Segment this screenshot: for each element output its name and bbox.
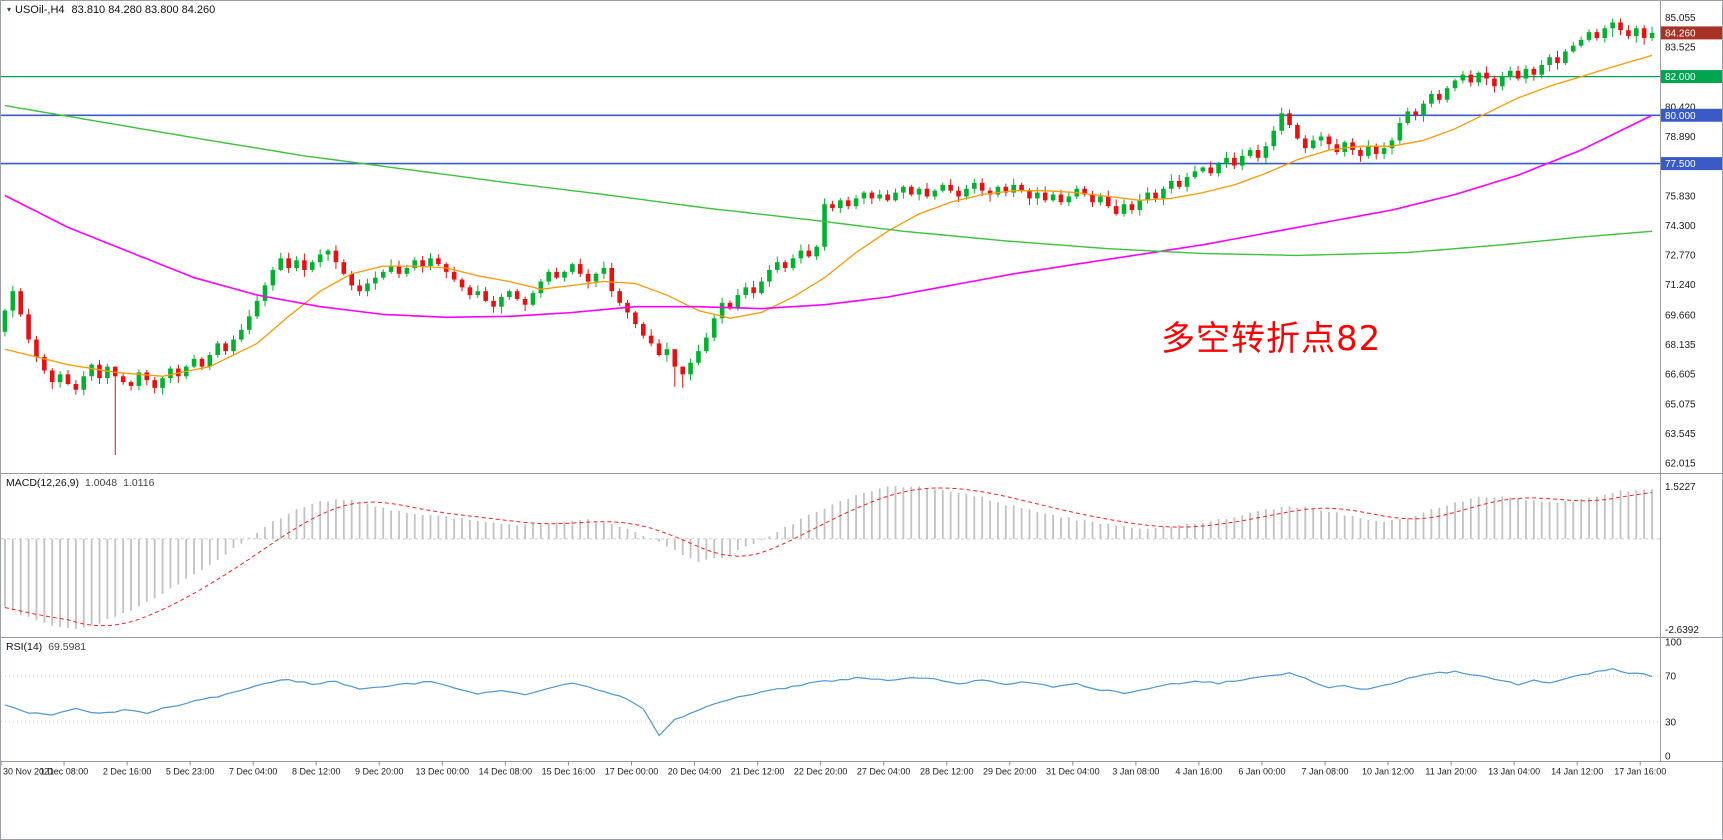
svg-text:1 Dec 08:00: 1 Dec 08:00 <box>40 767 89 777</box>
svg-text:13 Dec 00:00: 13 Dec 00:00 <box>416 767 470 777</box>
macd-signal-value: 1.0116 <box>123 477 155 489</box>
chart-annotation-text: 多空转折点82 <box>1161 319 1382 359</box>
svg-text:10 Jan 12:00: 10 Jan 12:00 <box>1362 767 1414 777</box>
svg-text:8 Dec 12:00: 8 Dec 12:00 <box>292 767 341 777</box>
svg-text:20 Dec 04:00: 20 Dec 04:00 <box>668 767 722 777</box>
svg-text:-2.6392: -2.6392 <box>1665 625 1699 636</box>
svg-text:68.135: 68.135 <box>1665 340 1696 351</box>
svg-text:85.055: 85.055 <box>1665 13 1696 24</box>
macd-panel <box>1 486 1660 629</box>
svg-text:13 Jan 04:00: 13 Jan 04:00 <box>1488 767 1540 777</box>
svg-text:0: 0 <box>1665 752 1671 763</box>
chart-title: ▾ USOil-,H4 83.810 84.280 83.800 84.260 <box>7 4 215 16</box>
ma-line-1 <box>4 114 1653 319</box>
svg-text:3 Jan 08:00: 3 Jan 08:00 <box>1112 767 1159 777</box>
svg-text:9 Dec 20:00: 9 Dec 20:00 <box>355 767 404 777</box>
svg-text:69.660: 69.660 <box>1665 311 1696 322</box>
svg-text:77.500: 77.500 <box>1665 159 1696 170</box>
svg-text:11 Jan 20:00: 11 Jan 20:00 <box>1425 767 1476 777</box>
svg-text:75.830: 75.830 <box>1665 191 1696 202</box>
symbol-period-label: USOil-,H4 <box>15 4 65 16</box>
price-axis[interactable]: 85.055 83.525 80.420 78.890 75.830 74.300 72.7… <box>1665 13 1699 762</box>
svg-text:7 Dec 04:00: 7 Dec 04:00 <box>229 767 278 777</box>
macd-name: MACD(12,26,9) <box>6 477 79 489</box>
svg-text:71.240: 71.240 <box>1665 280 1696 291</box>
svg-text:17 Dec 00:00: 17 Dec 00:00 <box>605 767 659 777</box>
svg-text:7 Jan 08:00: 7 Jan 08:00 <box>1301 767 1348 777</box>
rsi-value: 69.5981 <box>48 641 87 653</box>
svg-text:21 Dec 12:00: 21 Dec 12:00 <box>731 767 785 777</box>
svg-text:22 Dec 20:00: 22 Dec 20:00 <box>794 767 848 777</box>
one-click-trading-toggle-icon[interactable]: ▾ <box>7 5 12 14</box>
svg-text:70: 70 <box>1665 672 1677 683</box>
svg-text:4 Jan 16:00: 4 Jan 16:00 <box>1175 767 1222 777</box>
svg-text:17 Jan 16:00: 17 Jan 16:00 <box>1614 767 1666 777</box>
macd-signal-line <box>4 487 1653 627</box>
svg-text:84.260: 84.260 <box>1665 28 1696 39</box>
svg-text:83.525: 83.525 <box>1665 43 1696 54</box>
horizontal-level-lines[interactable] <box>1 75 1660 165</box>
candlestick-series <box>2 18 1655 455</box>
svg-text:62.015: 62.015 <box>1665 458 1696 469</box>
svg-text:66.605: 66.605 <box>1665 370 1696 381</box>
svg-text:30: 30 <box>1665 717 1677 728</box>
svg-text:14 Jan 12:00: 14 Jan 12:00 <box>1551 767 1603 777</box>
svg-text:80.000: 80.000 <box>1665 111 1696 122</box>
svg-text:29 Dec 20:00: 29 Dec 20:00 <box>983 767 1037 777</box>
rsi-name: RSI(14) <box>6 641 43 653</box>
svg-text:31 Dec 04:00: 31 Dec 04:00 <box>1046 767 1100 777</box>
svg-text:14 Dec 08:00: 14 Dec 08:00 <box>479 767 533 777</box>
svg-text:80.420: 80.420 <box>1665 103 1696 114</box>
rsi-panel <box>1 667 1660 737</box>
ma-line-2 <box>4 104 1653 257</box>
price-badges: 84.260 82.000 80.000 77.500 <box>1661 26 1722 171</box>
svg-text:63.545: 63.545 <box>1665 429 1696 440</box>
ma-line-0 <box>4 54 1653 377</box>
svg-text:30 Nov 2021: 30 Nov 2021 <box>3 767 54 777</box>
rsi-indicator-label: RSI(14) 69.5981 <box>6 641 86 653</box>
ohlc-quote-label: 83.810 84.280 83.800 84.260 <box>71 4 216 16</box>
svg-text:65.075: 65.075 <box>1665 399 1696 410</box>
svg-text:72.770: 72.770 <box>1665 251 1696 262</box>
svg-text:15 Dec 16:00: 15 Dec 16:00 <box>542 767 596 777</box>
svg-text:82.000: 82.000 <box>1665 72 1696 83</box>
rsi-line <box>4 667 1653 737</box>
panel-separators <box>1 1 1722 762</box>
svg-text:27 Dec 04:00: 27 Dec 04:00 <box>857 767 911 777</box>
svg-text:6 Jan 00:00: 6 Jan 00:00 <box>1238 767 1285 777</box>
macd-indicator-label: MACD(12,26,9) 1.0048 1.0116 <box>6 477 154 489</box>
svg-text:74.300: 74.300 <box>1665 221 1696 232</box>
svg-text:28 Dec 12:00: 28 Dec 12:00 <box>920 767 974 777</box>
macd-main-value: 1.0048 <box>84 477 118 489</box>
svg-text:1.5227: 1.5227 <box>1665 482 1696 493</box>
svg-text:100: 100 <box>1665 638 1682 649</box>
svg-text:78.890: 78.890 <box>1665 132 1696 143</box>
svg-text:5 Dec 23:00: 5 Dec 23:00 <box>166 767 215 777</box>
svg-text:2 Dec 16:00: 2 Dec 16:00 <box>103 767 152 777</box>
